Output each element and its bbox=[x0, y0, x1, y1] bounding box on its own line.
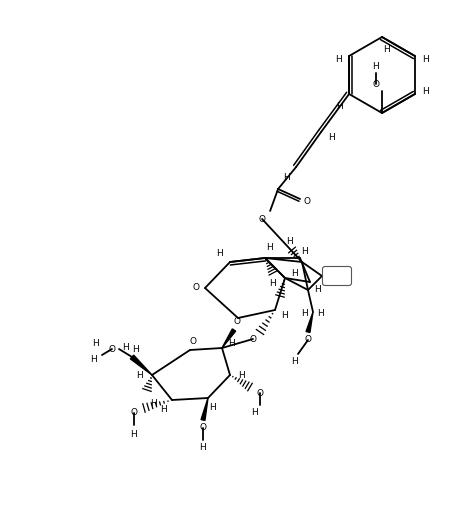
Text: H: H bbox=[383, 45, 389, 53]
Text: H: H bbox=[199, 443, 206, 453]
Text: H: H bbox=[314, 285, 321, 295]
Text: H: H bbox=[291, 269, 298, 277]
Text: H: H bbox=[301, 309, 307, 319]
Text: H: H bbox=[335, 102, 342, 111]
Text: O: O bbox=[192, 283, 199, 293]
Polygon shape bbox=[130, 355, 152, 375]
Text: H: H bbox=[122, 342, 129, 352]
Text: O: O bbox=[258, 214, 265, 224]
Polygon shape bbox=[200, 398, 208, 421]
Text: H: H bbox=[281, 310, 288, 320]
Text: O: O bbox=[372, 79, 379, 88]
Text: O: O bbox=[130, 408, 137, 418]
FancyBboxPatch shape bbox=[322, 267, 351, 285]
Text: H: H bbox=[269, 278, 276, 288]
Text: H: H bbox=[209, 403, 216, 412]
Text: O: O bbox=[256, 389, 263, 397]
Text: H: H bbox=[160, 405, 167, 415]
Text: H: H bbox=[301, 247, 307, 257]
Text: H: H bbox=[334, 54, 341, 64]
Text: H: H bbox=[132, 344, 139, 354]
Text: H: H bbox=[327, 133, 334, 142]
Text: H: H bbox=[92, 338, 99, 347]
Text: H: H bbox=[422, 86, 428, 96]
Text: H: H bbox=[90, 355, 97, 364]
Polygon shape bbox=[221, 329, 235, 348]
Text: H: H bbox=[216, 249, 223, 259]
Text: H: H bbox=[251, 408, 258, 418]
Text: O: O bbox=[304, 335, 311, 344]
Text: H: H bbox=[317, 309, 324, 319]
Text: H: H bbox=[422, 54, 428, 64]
Text: O: O bbox=[303, 197, 310, 206]
Text: H: H bbox=[136, 370, 143, 379]
Text: H: H bbox=[282, 173, 289, 181]
Text: H: H bbox=[372, 61, 378, 71]
Text: H: H bbox=[150, 399, 157, 408]
Text: O: O bbox=[189, 336, 196, 345]
Text: O: O bbox=[249, 334, 256, 343]
Text: H: H bbox=[238, 370, 245, 379]
Text: H: H bbox=[291, 357, 298, 365]
Text: O: O bbox=[108, 344, 115, 354]
Text: H: H bbox=[266, 243, 273, 252]
Text: O: O bbox=[233, 318, 240, 327]
Text: O: O bbox=[199, 424, 206, 432]
Text: H: H bbox=[130, 430, 137, 439]
Polygon shape bbox=[306, 312, 312, 332]
Text: Abs: Abs bbox=[329, 270, 343, 279]
Text: H: H bbox=[286, 238, 293, 246]
Text: H: H bbox=[228, 338, 235, 347]
